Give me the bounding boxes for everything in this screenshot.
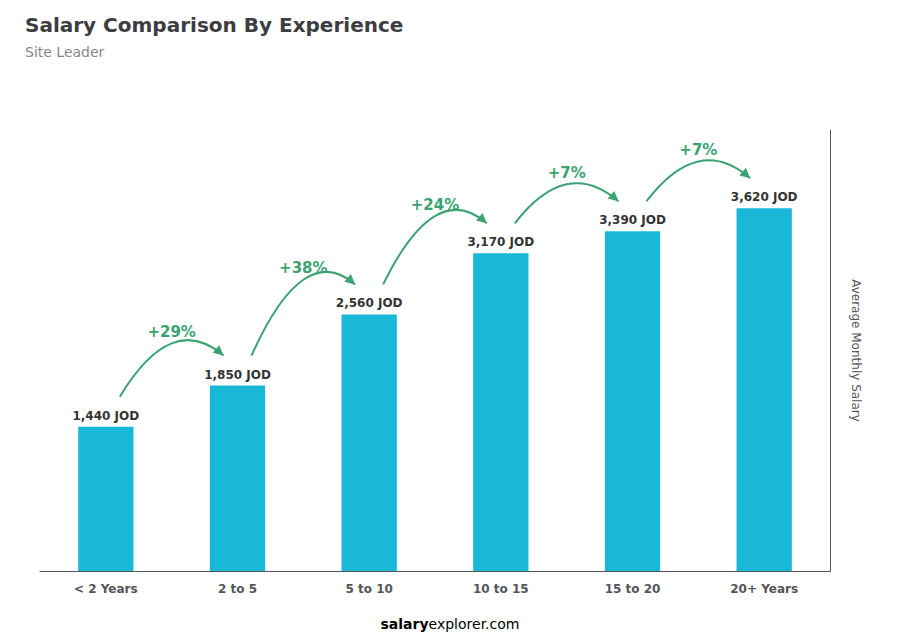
svg-text:< 2 Years: < 2 Years xyxy=(74,582,138,596)
svg-text:10 to 15: 10 to 15 xyxy=(473,582,529,596)
svg-text:Average Monthly Salary: Average Monthly Salary xyxy=(849,279,863,422)
svg-text:explorer.com: explorer.com xyxy=(429,616,520,632)
svg-text:Salary Comparison By Experienc: Salary Comparison By Experience xyxy=(25,13,403,37)
svg-text:1,440 JOD: 1,440 JOD xyxy=(72,409,139,423)
svg-text:+29%: +29% xyxy=(147,323,195,341)
svg-text:+7%: +7% xyxy=(548,164,586,182)
svg-text:3,390 JOD: 3,390 JOD xyxy=(599,213,666,227)
svg-text:salary: salary xyxy=(381,616,429,632)
svg-text:Site Leader: Site Leader xyxy=(25,44,105,60)
svg-text:2 to 5: 2 to 5 xyxy=(218,582,257,596)
svg-text:3,170 JOD: 3,170 JOD xyxy=(467,235,534,249)
svg-text:+24%: +24% xyxy=(411,196,459,214)
svg-text:2,560 JOD: 2,560 JOD xyxy=(336,296,403,310)
svg-text:15 to 20: 15 to 20 xyxy=(605,582,661,596)
svg-text:+7%: +7% xyxy=(679,141,717,159)
svg-text:5 to 10: 5 to 10 xyxy=(345,582,392,596)
svg-text:+38%: +38% xyxy=(279,259,327,277)
svg-text:20+ Years: 20+ Years xyxy=(730,582,798,596)
svg-text:3,620 JOD: 3,620 JOD xyxy=(731,190,798,204)
svg-text:1,850 JOD: 1,850 JOD xyxy=(204,368,271,382)
